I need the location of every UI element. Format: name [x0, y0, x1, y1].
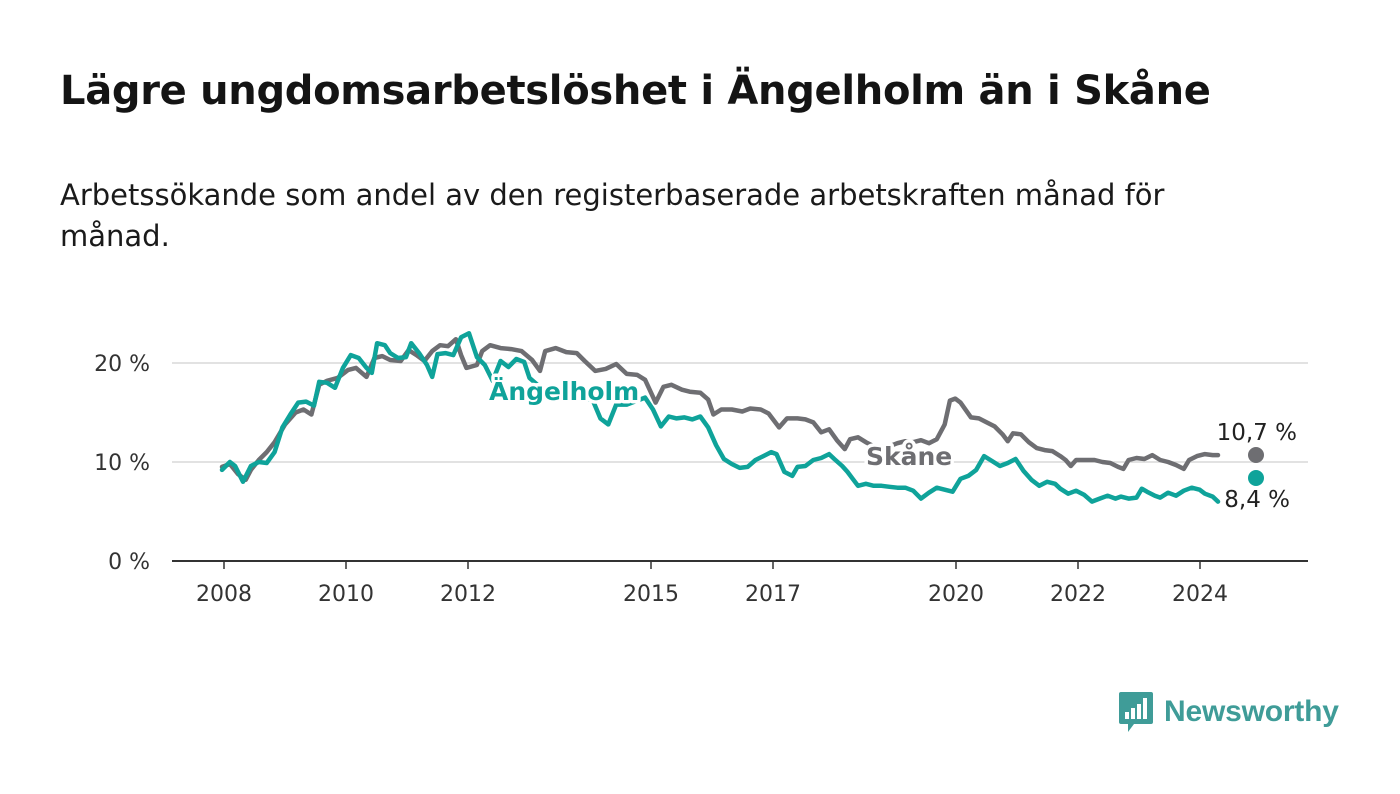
newsworthy-logo-icon — [1119, 692, 1153, 732]
x-tick-label-2015: 2015 — [623, 582, 679, 607]
series-line-skane — [219, 336, 1221, 483]
x-tick-label-2017: 2017 — [745, 582, 801, 607]
x-tick-label-2008: 2008 — [196, 582, 252, 607]
chart-title: Lägre ungdomsarbetslöshet i Ängelholm än… — [60, 68, 1211, 114]
x-tick-label-2020: 2020 — [928, 582, 984, 607]
x-tick-label-2012: 2012 — [440, 582, 496, 607]
chart-subtitle: Arbetssökande som andel av den registerb… — [60, 178, 1165, 253]
line-chart: 0 % 10 % 20 % 2008 2010 2012 2015 2017 2020 2022… — [94, 331, 1308, 607]
x-tick-label-2010: 2010 — [318, 582, 374, 607]
brand-name: Newsworthy — [1164, 695, 1339, 728]
series-lines — [219, 331, 1264, 504]
series-label-angelholm: Ängelholm — [489, 376, 639, 406]
y-axis: 0 % 10 % 20 % — [94, 352, 150, 575]
y-tick-label-10: 10 % — [94, 451, 150, 476]
brand-logo: Newsworthy — [1118, 690, 1339, 734]
x-tick-label-2022: 2022 — [1050, 582, 1106, 607]
series-line-angelholm — [219, 331, 1221, 504]
x-axis: 2008 2010 2012 2015 2017 2020 2022 2024 — [172, 560, 1308, 607]
y-tick-label-20: 20 % — [94, 352, 150, 377]
series-labels: Skåne Ängelholm 10,7 % 8,4 % — [486, 373, 1301, 517]
end-point-angelholm — [1248, 470, 1264, 486]
end-label-skane: 10,7 % — [1217, 420, 1297, 446]
end-label-angelholm: 8,4 % — [1224, 487, 1290, 513]
y-tick-label-0: 0 % — [108, 550, 150, 575]
end-point-skane — [1248, 447, 1264, 463]
series-label-skane: Skåne — [866, 442, 952, 471]
x-tick-label-2024: 2024 — [1172, 582, 1228, 607]
